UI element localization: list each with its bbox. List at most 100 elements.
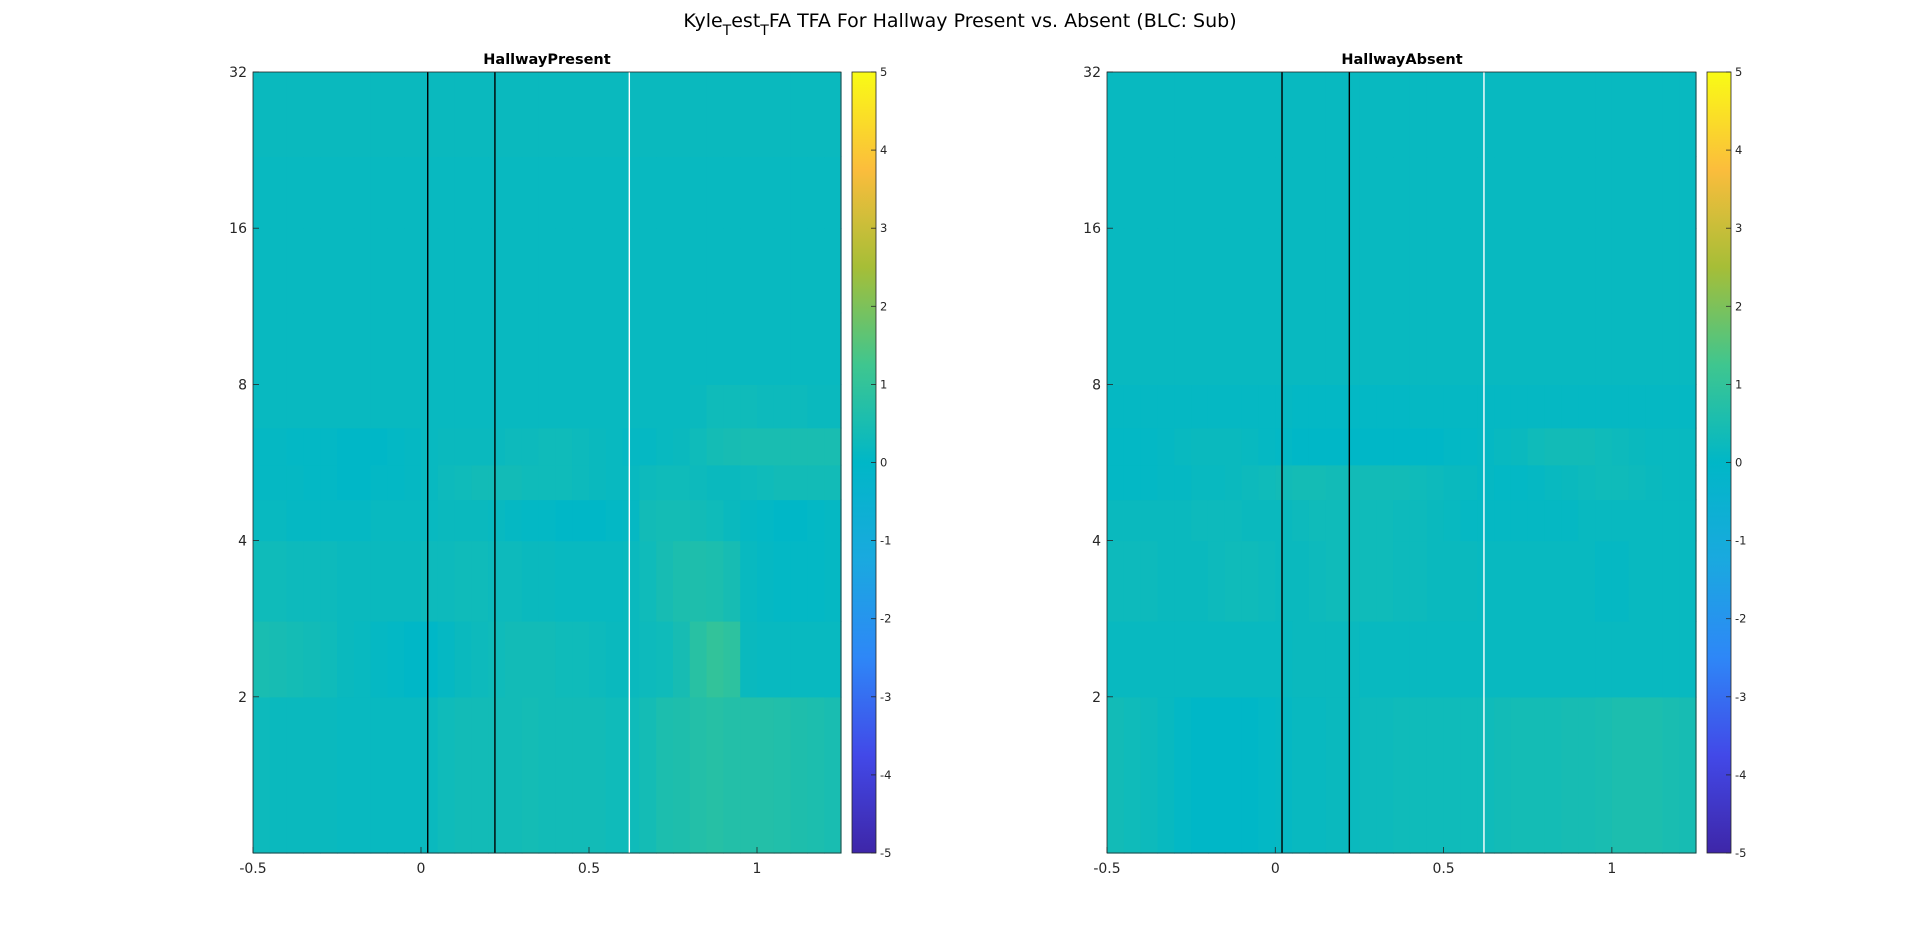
- heatmap-cell: [1107, 696, 1125, 854]
- heatmap-cell: [1611, 620, 1630, 698]
- heatmap-cell: [706, 696, 724, 854]
- heatmap-cell: [337, 620, 355, 698]
- heatmap-cell: [1123, 228, 1142, 314]
- heatmap-cell: [673, 156, 691, 229]
- heatmap-cell: [1207, 499, 1226, 542]
- heatmap-cell: [404, 228, 422, 314]
- x-axis-ticks: -0.5 0 0.5 1: [1093, 847, 1616, 877]
- heatmap-cell: [773, 384, 792, 429]
- heatmap-cell: [320, 427, 338, 466]
- heatmap-cell: [1123, 427, 1142, 466]
- heatmap-cell: [320, 156, 338, 229]
- heatmap-cell: [320, 312, 338, 385]
- heatmap-cell: [639, 72, 657, 158]
- heatmap-cell: [1544, 620, 1562, 698]
- y-tick-label: 16: [1083, 221, 1101, 237]
- y-tick-label: 8: [238, 377, 247, 393]
- heatmap-cell: [1342, 540, 1361, 622]
- heatmap-cell: [1376, 696, 1394, 854]
- heatmap-cell: [521, 156, 540, 229]
- heatmap-cell: [589, 540, 607, 622]
- heatmap-cell: [1578, 620, 1596, 698]
- heatmap-cell: [1207, 427, 1226, 466]
- heatmap-cell: [488, 427, 506, 466]
- heatmap-cell: [387, 384, 405, 429]
- heatmap-cell: [723, 312, 741, 385]
- heatmap-cell: [1443, 499, 1461, 542]
- heatmap-cell: [1662, 620, 1680, 698]
- heatmap-cell: [1628, 156, 1647, 229]
- heatmap-cell: [471, 499, 489, 542]
- heatmap-cell: [286, 312, 304, 385]
- heatmap-cell: [1308, 384, 1327, 429]
- heatmap-cell: [1123, 540, 1142, 622]
- heatmap-cell: [605, 384, 624, 429]
- heatmap-cell: [1258, 228, 1276, 314]
- colorbar-tick-label: 3: [1735, 221, 1742, 235]
- colorbar: -5 -4 -3 -2 -1 0 1 2 3 4 5: [851, 65, 891, 860]
- heatmap-cell: [1679, 540, 1697, 622]
- heatmap-cell: [673, 312, 691, 385]
- heatmap-cell: [1140, 228, 1159, 314]
- heatmap-cell: [740, 228, 758, 314]
- heatmap-cell: [572, 620, 590, 698]
- heatmap-cell: [253, 464, 271, 501]
- colorbar-tick-label: 5: [880, 65, 887, 79]
- heatmap-cell: [488, 72, 506, 158]
- heatmap-cell: [1308, 464, 1327, 501]
- heatmap-cell: [1359, 156, 1377, 229]
- heatmap-cell: [555, 384, 573, 429]
- heatmap-cell: [740, 427, 758, 466]
- heatmap-cell: [673, 72, 691, 158]
- heatmap-cell: [1477, 427, 1495, 466]
- heatmap-cell: [689, 72, 708, 158]
- heatmap-cell: [1578, 228, 1596, 314]
- heatmap-cell: [1275, 312, 1293, 385]
- heatmap-cell: [404, 72, 422, 158]
- heatmap-cell: [1561, 384, 1579, 429]
- heatmap-cell: [1258, 72, 1276, 158]
- heatmap-cell: [555, 696, 573, 854]
- heatmap-cell: [673, 540, 691, 622]
- heatmap-cell: [437, 384, 456, 429]
- heatmap-cell: [1443, 696, 1461, 854]
- heatmap-cell: [1308, 696, 1327, 854]
- heatmap-cell: [1409, 427, 1428, 466]
- heatmap-cell: [353, 540, 372, 622]
- heatmap-cell: [1443, 384, 1461, 429]
- heatmap-cell: [1426, 464, 1445, 501]
- heatmap-cell: [320, 499, 338, 542]
- heatmap-cell: [253, 620, 271, 698]
- heatmap-cell: [824, 72, 842, 158]
- heatmap-cell: [807, 72, 825, 158]
- heatmap-cell: [505, 620, 523, 698]
- heatmap-cell: [1426, 72, 1445, 158]
- heatmap-cell: [1426, 156, 1445, 229]
- heatmap-cell: [505, 228, 523, 314]
- heatmap-cell: [689, 540, 708, 622]
- heatmap-cell: [471, 696, 489, 854]
- heatmap-cell: [1342, 696, 1361, 854]
- heatmap-cell: [1342, 464, 1361, 501]
- heatmap-cell: [689, 427, 708, 466]
- heatmap-cell: [1544, 540, 1562, 622]
- heatmap-cell: [1191, 696, 1209, 854]
- colorbar-tick-label: -2: [1735, 612, 1746, 626]
- heatmap-cell: [723, 696, 741, 854]
- heatmap-cell: [253, 427, 271, 466]
- heatmap-cell: [1443, 620, 1461, 698]
- heatmap-cell: [421, 156, 439, 229]
- heatmap-cell: [337, 427, 355, 466]
- heatmap-cell: [1275, 228, 1293, 314]
- heatmap-cell: [1107, 620, 1125, 698]
- heatmap-cell: [1527, 384, 1546, 429]
- heatmap-cell: [824, 427, 842, 466]
- heatmap-cell: [1443, 427, 1461, 466]
- x-tick-label: -0.5: [239, 861, 266, 877]
- heatmap-cell: [353, 427, 372, 466]
- heatmap-cell: [370, 464, 388, 501]
- heatmap-cell: [807, 228, 825, 314]
- heatmap-cell: [1207, 312, 1226, 385]
- heatmap-cell: [1107, 312, 1125, 385]
- heatmap-cell: [1510, 464, 1529, 501]
